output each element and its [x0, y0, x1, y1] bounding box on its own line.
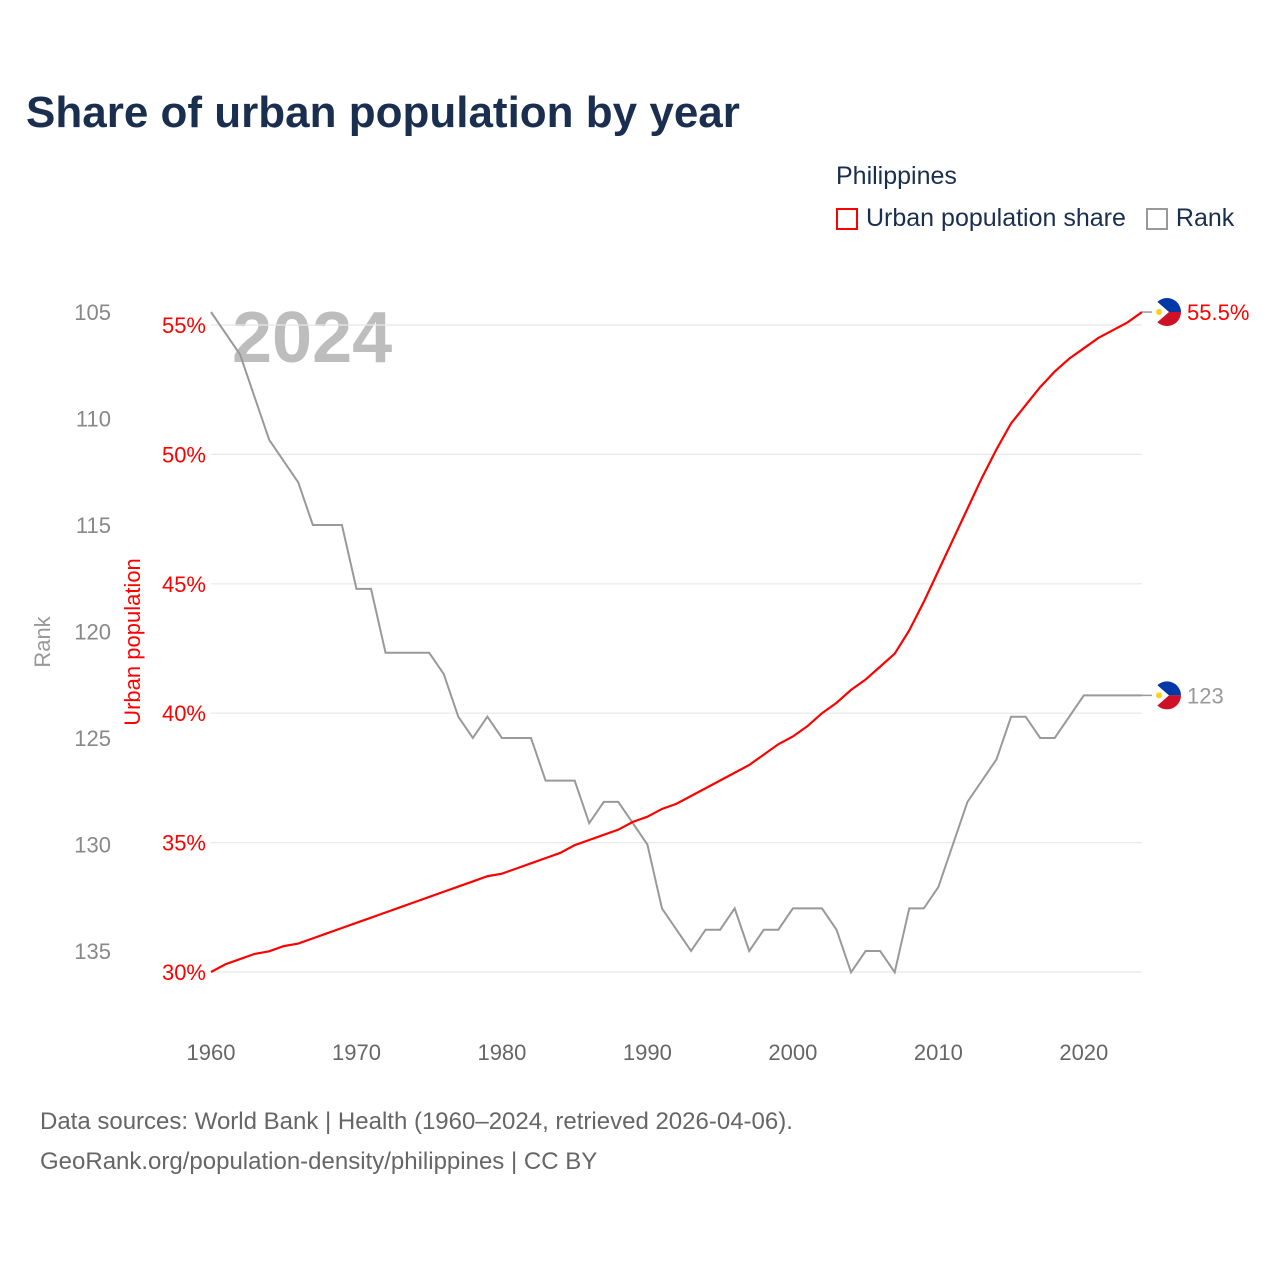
urban-end-label: 55.5%: [1187, 300, 1249, 325]
chart-title: Share of urban population by year: [26, 88, 740, 137]
rank-end-label: 123: [1187, 683, 1224, 708]
footer-sources: Data sources: World Bank | Health (1960–…: [40, 1108, 793, 1135]
x-tick-label: 2010: [914, 1040, 963, 1065]
urban-line: [210, 311, 1143, 973]
x-tick-label: 2020: [1059, 1040, 1108, 1065]
x-tick-label: 1980: [477, 1040, 526, 1065]
x-tick-label: 1990: [623, 1040, 672, 1065]
rank-tick-label: 130: [74, 833, 111, 858]
rank-line: [210, 311, 1142, 975]
rank-tick-label: 125: [74, 726, 111, 751]
rank-tick-label: 105: [74, 300, 111, 325]
rank-tick-label: 110: [76, 407, 111, 432]
urban-axis-label: Urban population: [120, 558, 145, 726]
urban-tick-label: 50%: [162, 442, 206, 467]
rank-tick-label: 115: [76, 513, 111, 538]
x-tick-label: 1970: [332, 1040, 381, 1065]
legend: Urban population share Rank: [836, 204, 1234, 233]
urban-tick-label: 35%: [162, 831, 206, 856]
rank-tick-label: 135: [74, 939, 111, 964]
legend-label-urban[interactable]: Urban population share: [866, 204, 1126, 232]
urban-tick-label: 30%: [162, 960, 206, 985]
urban-tick-label: 40%: [162, 701, 206, 726]
urban-tick-label: 45%: [162, 572, 206, 597]
legend-swatch-urban[interactable]: [836, 207, 858, 230]
legend-swatch-rank[interactable]: [1145, 207, 1168, 230]
legend-label-rank[interactable]: Rank: [1175, 204, 1235, 232]
footer-link[interactable]: GeoRank.org/population-density/philippin…: [40, 1148, 598, 1175]
rank-end-flag-sun-icon: [1156, 692, 1162, 699]
urban-tick-label: 55%: [162, 313, 206, 338]
rank-axis-label: Rank: [30, 615, 55, 667]
x-tick-label: 1960: [187, 1040, 236, 1065]
rank-tick-label: 120: [74, 620, 111, 645]
urban-end-flag-sun-icon: [1156, 309, 1162, 316]
x-tick-label: 2000: [768, 1040, 817, 1065]
watermark-year: 2024: [232, 298, 392, 378]
legend-title: Philippines: [836, 162, 957, 190]
